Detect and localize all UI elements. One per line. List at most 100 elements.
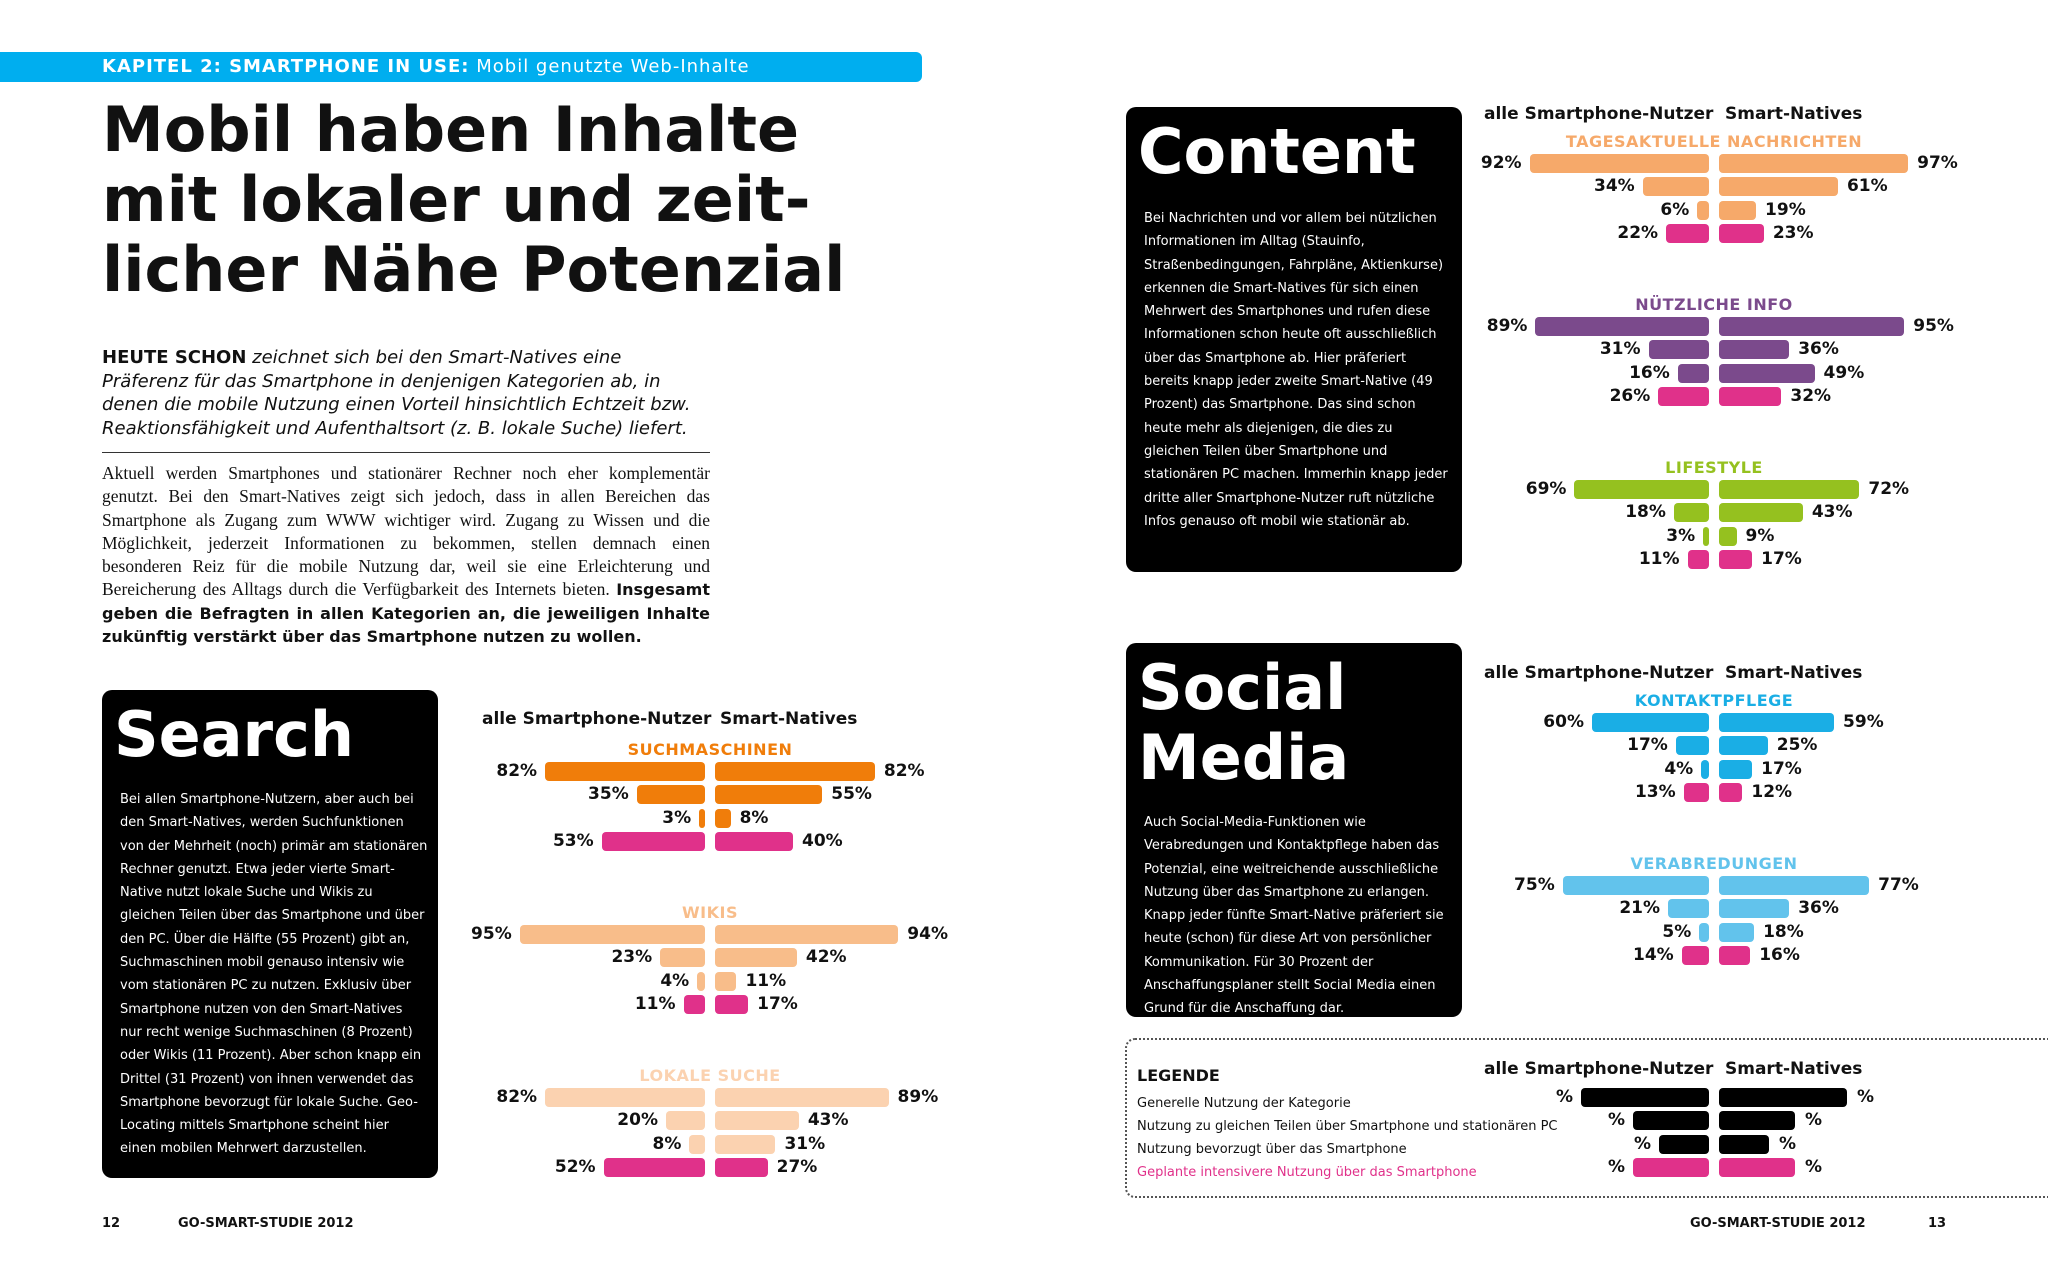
value-label-smart-natives: 17% xyxy=(757,993,798,1014)
legend-bar-all-users xyxy=(1633,1111,1709,1131)
value-label-smart-natives: 8% xyxy=(739,807,769,828)
value-label-all-users: 92% xyxy=(1480,153,1522,173)
bar-smart-natives xyxy=(715,925,899,944)
value-label-all-users: 53% xyxy=(552,830,594,851)
search-box-title: Search xyxy=(114,698,355,771)
bar-all-users xyxy=(1701,759,1709,779)
legend-bar-all-users xyxy=(1633,1157,1709,1177)
bar-all-users xyxy=(519,925,705,944)
social-media-box-title-2: Media xyxy=(1138,721,1350,794)
body-bold: Insgesamt geben die Befragten in allen K… xyxy=(102,580,710,647)
bar-all-users xyxy=(1562,876,1709,895)
bar-smart-natives xyxy=(715,1157,768,1177)
chart-title: KONTAKTPFLEGE xyxy=(1634,691,1794,710)
value-label-smart-natives: 97% xyxy=(1917,153,1958,173)
content-box: Content Bei Nachrichten und vor allem be… xyxy=(1126,107,1462,572)
headline-line-2: mit lokaler und zeit- xyxy=(102,163,811,236)
legend-pct-smart-natives: % xyxy=(1805,1110,1823,1131)
legend-bar-smart-natives xyxy=(1719,1157,1795,1177)
bar-all-users xyxy=(1675,736,1709,756)
value-label-smart-natives: 59% xyxy=(1843,712,1884,732)
bar-all-users xyxy=(1683,782,1709,802)
col-head-all-search: alle Smartphone-Nutzer xyxy=(482,709,712,729)
legend-pct-smart-natives: % xyxy=(1857,1087,1875,1107)
bar-smart-natives xyxy=(1719,386,1782,406)
bar-smart-natives xyxy=(1719,945,1751,965)
value-label-all-users: 34% xyxy=(1593,176,1635,197)
bar-all-users xyxy=(689,1134,705,1154)
value-label-smart-natives: 17% xyxy=(1761,548,1802,569)
value-label-smart-natives: 42% xyxy=(805,947,847,968)
value-label-smart-natives: 77% xyxy=(1878,875,1919,895)
chart-title: NÜTZLICHE INFO xyxy=(1635,295,1793,314)
value-label-smart-natives: 82% xyxy=(883,761,925,781)
social-media-box: Social Media Auch Social-Media-Funktione… xyxy=(1126,643,1462,1017)
bar-smart-natives xyxy=(1719,713,1835,732)
bar-smart-natives xyxy=(1719,899,1790,919)
page-number-right: 13 xyxy=(1928,1216,1947,1231)
bar-all-users xyxy=(1642,177,1709,197)
value-label-smart-natives: 61% xyxy=(1846,176,1888,197)
social-media-box-title-1: Social xyxy=(1138,651,1347,724)
legend-pct-all-users: % xyxy=(1555,1087,1573,1107)
bar-smart-natives xyxy=(1719,154,1909,173)
bar-smart-natives xyxy=(1719,503,1803,523)
legend-pct-all-users: % xyxy=(1607,1156,1625,1177)
lead-bold: HEUTE SCHON xyxy=(102,347,247,368)
value-label-smart-natives: 19% xyxy=(1765,199,1806,220)
chart-title: WIKIS xyxy=(682,903,738,922)
bar-smart-natives xyxy=(1719,736,1768,756)
value-label-all-users: 82% xyxy=(496,1087,538,1107)
bar-smart-natives xyxy=(1719,782,1743,802)
bar-all-users xyxy=(699,808,705,828)
legend-item-planned: Geplante intensivere Nutzung über das Sm… xyxy=(1137,1165,1477,1180)
bar-smart-natives xyxy=(1719,363,1815,383)
value-label-smart-natives: 40% xyxy=(802,830,843,851)
body-paragraph: Aktuell werden Smartphones und stationär… xyxy=(102,462,710,648)
value-label-all-users: 26% xyxy=(1609,385,1651,406)
bar-smart-natives xyxy=(1719,177,1838,197)
value-label-all-users: 11% xyxy=(634,993,676,1014)
bar-smart-natives xyxy=(1719,922,1755,942)
social-media-box-text: Auch Social-Media-Funktionen wie Verabre… xyxy=(1144,815,1444,1017)
value-label-all-users: 21% xyxy=(1619,898,1661,919)
value-label-all-users: 22% xyxy=(1617,222,1659,243)
chart-title: TAGESAKTUELLE NACHRICHTEN xyxy=(1565,132,1863,151)
bar-smart-natives xyxy=(1719,876,1870,895)
bar-smart-natives xyxy=(715,831,793,851)
bar-smart-natives xyxy=(715,971,737,991)
value-label-smart-natives: 55% xyxy=(831,784,872,805)
value-label-all-users: 69% xyxy=(1525,479,1567,499)
bar-smart-natives xyxy=(715,1134,776,1154)
value-label-all-users: 4% xyxy=(1664,758,1694,779)
bar-all-users xyxy=(683,994,705,1014)
value-label-smart-natives: 43% xyxy=(1811,502,1853,523)
bar-all-users xyxy=(1658,386,1709,406)
value-label-all-users: 13% xyxy=(1634,781,1676,802)
bar-all-users xyxy=(666,1111,705,1131)
chapter-bar: KAPITEL 2: SMARTPHONE IN USE: Mobil genu… xyxy=(0,52,922,82)
chart-title: SUCHMASCHINEN xyxy=(627,740,793,759)
value-label-all-users: 6% xyxy=(1660,199,1690,220)
value-label-all-users: 5% xyxy=(1662,921,1692,942)
divider xyxy=(102,452,710,453)
value-label-smart-natives: 31% xyxy=(784,1133,826,1154)
bar-smart-natives xyxy=(1719,480,1860,499)
chapter-label: KAPITEL 2: SMARTPHONE IN USE: xyxy=(102,56,470,77)
bar-smart-natives xyxy=(715,994,749,1014)
bar-all-users xyxy=(1529,154,1709,173)
value-label-all-users: 75% xyxy=(1514,875,1555,895)
legend-pct-smart-natives: % xyxy=(1779,1133,1797,1154)
value-label-smart-natives: 12% xyxy=(1751,781,1793,802)
value-label-all-users: 3% xyxy=(662,807,692,828)
value-label-smart-natives: 94% xyxy=(907,924,948,944)
legend-bar-smart-natives xyxy=(1719,1134,1769,1154)
value-label-smart-natives: 25% xyxy=(1776,735,1818,756)
bar-smart-natives xyxy=(1719,340,1790,360)
chapter-subtitle: Mobil genutzte Web-Inhalte xyxy=(476,56,750,77)
value-label-all-users: 8% xyxy=(652,1133,682,1154)
bar-all-users xyxy=(1677,363,1709,383)
legend-pct-smart-natives: % xyxy=(1805,1156,1823,1177)
bar-smart-natives xyxy=(1719,200,1757,220)
